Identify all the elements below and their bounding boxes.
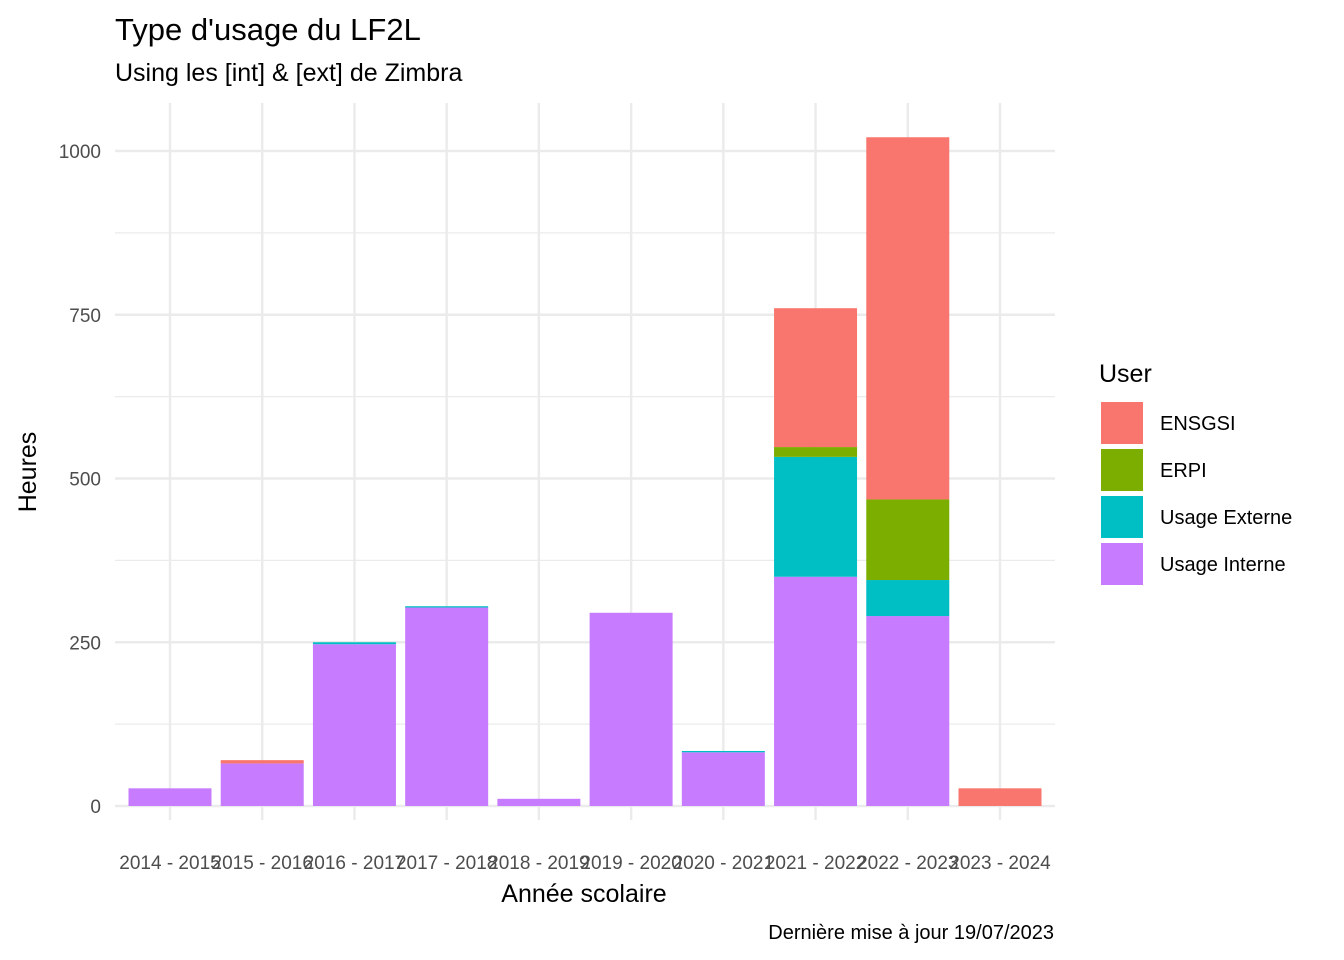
bar-segment xyxy=(405,607,489,806)
bar-segment xyxy=(774,576,858,806)
bar-segment xyxy=(220,763,304,806)
legend-swatch xyxy=(1101,402,1143,444)
y-tick-label: 0 xyxy=(90,797,101,818)
bar-segment xyxy=(866,137,950,500)
y-tick-label: 250 xyxy=(69,633,101,654)
x-tick-label: 2016 - 2017 xyxy=(304,853,405,874)
legend-label: ERPI xyxy=(1160,460,1207,482)
legend-swatch xyxy=(1101,543,1143,585)
x-tick-label: 2018 - 2019 xyxy=(488,853,589,874)
x-tick-label: 2022 - 2023 xyxy=(857,853,958,874)
x-tick-label: 2017 - 2018 xyxy=(396,853,497,874)
y-tick-label: 1000 xyxy=(59,142,101,163)
x-axis-title: Année scolaire xyxy=(501,880,666,908)
x-tick-label: 2015 - 2016 xyxy=(212,853,313,874)
bar-segment xyxy=(589,612,673,806)
bar-segment xyxy=(681,752,765,806)
y-axis-ticks: 0 250 500 750 1000 xyxy=(59,142,101,818)
y-tick-label: 750 xyxy=(69,306,101,327)
y-tick-label: 500 xyxy=(69,470,101,491)
bar-segment xyxy=(866,499,950,581)
x-tick-label: 2019 - 2020 xyxy=(580,853,681,874)
bar-segment xyxy=(128,788,212,806)
x-tick-label: 2020 - 2021 xyxy=(673,853,774,874)
legend-items: ENSGSI ERPI Usage Externe Usage Interne xyxy=(1101,402,1292,585)
x-tick-label: 2023 - 2024 xyxy=(949,853,1051,874)
bars xyxy=(128,137,1042,806)
bar-segment xyxy=(774,308,858,448)
bar-segment xyxy=(497,798,581,806)
bar-segment xyxy=(220,760,304,764)
bar-segment xyxy=(774,447,858,457)
legend-swatch xyxy=(1101,449,1143,491)
bar-segment xyxy=(774,456,858,577)
bar-segment xyxy=(681,750,765,753)
legend-swatch xyxy=(1101,496,1143,538)
y-axis-title: Heures xyxy=(14,432,42,513)
chart-subtitle: Using les [int] & [ext] de Zimbra xyxy=(115,59,463,87)
bar-segment xyxy=(405,606,489,608)
legend-label: Usage Externe xyxy=(1160,507,1292,529)
legend-label: Usage Interne xyxy=(1160,554,1286,576)
bar-segment xyxy=(866,580,950,617)
chart-title: Type d'usage du LF2L xyxy=(115,12,421,47)
legend-title: User xyxy=(1099,360,1152,388)
chart-caption: Dernière mise à jour 19/07/2023 xyxy=(768,922,1054,944)
bar-segment xyxy=(312,642,396,645)
bar-segment xyxy=(312,644,396,806)
legend: User ENSGSI ERPI Usage Externe Usage Intern… xyxy=(1099,360,1292,585)
bar-segment xyxy=(866,616,950,806)
legend-label: ENSGSI xyxy=(1160,413,1236,435)
x-tick-label: 2021 - 2022 xyxy=(765,853,866,874)
x-tick-label: 2014 - 2015 xyxy=(119,853,220,874)
bar-segment xyxy=(958,788,1042,806)
